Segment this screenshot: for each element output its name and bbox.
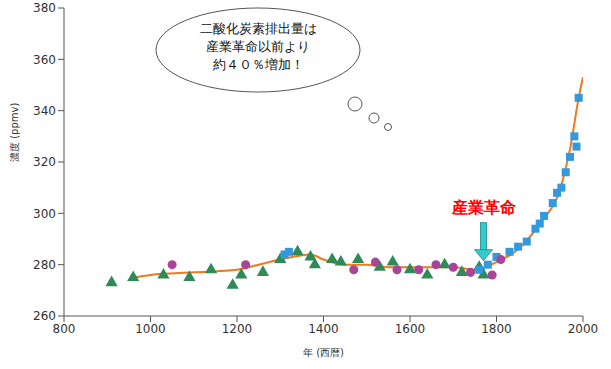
svg-text:年 (西暦): 年 (西暦) — [303, 347, 344, 358]
svg-text:2000: 2000 — [568, 322, 599, 336]
svg-text:280: 280 — [33, 258, 56, 272]
svg-text:1200: 1200 — [222, 322, 253, 336]
svg-text:1400: 1400 — [308, 322, 339, 336]
svg-text:1600: 1600 — [395, 322, 426, 336]
svg-text:産業革命: 産業革命 — [451, 198, 516, 217]
svg-text:340: 340 — [33, 104, 56, 118]
svg-text:320: 320 — [33, 155, 56, 169]
svg-text:濃度 (ppmv): 濃度 (ppmv) — [9, 103, 20, 162]
svg-text:二酸化炭素排出量は: 二酸化炭素排出量は — [200, 21, 317, 36]
svg-text:800: 800 — [53, 322, 76, 336]
svg-text:産業革命以前より: 産業革命以前より — [206, 39, 310, 54]
svg-text:260: 260 — [33, 309, 56, 323]
svg-text:380: 380 — [33, 1, 56, 15]
svg-text:1800: 1800 — [481, 322, 512, 336]
svg-text:1000: 1000 — [135, 322, 166, 336]
svg-text:360: 360 — [33, 53, 56, 67]
svg-text:300: 300 — [33, 207, 56, 221]
svg-text:約４０％増加！: 約４０％増加！ — [213, 57, 304, 72]
